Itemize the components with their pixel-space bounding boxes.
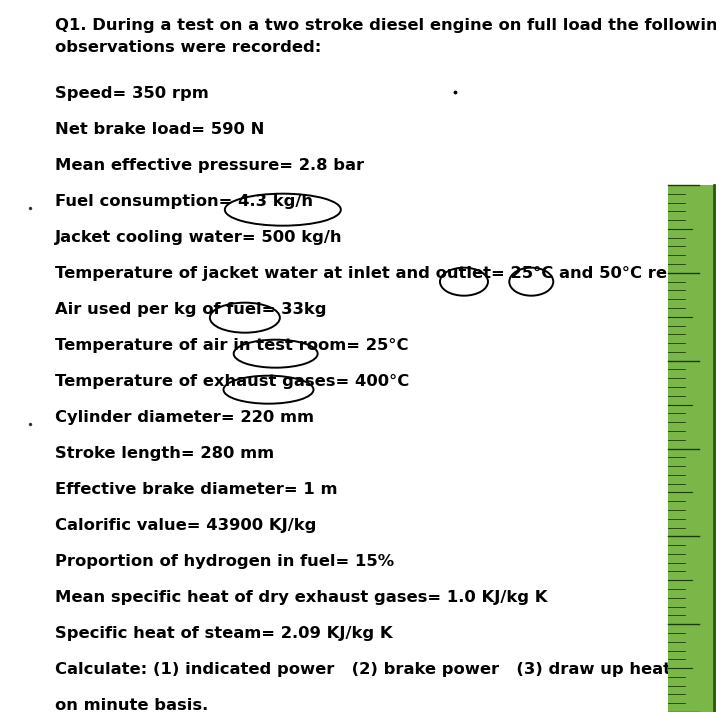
Text: Cylinder diameter= 220 mm: Cylinder diameter= 220 mm <box>55 410 314 425</box>
Text: on minute basis.: on minute basis. <box>55 698 208 712</box>
Text: Calorific value= 43900 KJ/kg: Calorific value= 43900 KJ/kg <box>55 518 316 533</box>
Text: Temperature of exhaust gases= 400°C: Temperature of exhaust gases= 400°C <box>55 374 410 389</box>
Text: Speed= 350 rpm: Speed= 350 rpm <box>55 86 209 101</box>
Text: Q1. During a test on a two stroke diesel engine on full load the following: Q1. During a test on a two stroke diesel… <box>55 18 716 33</box>
Text: Temperature of air in test room= 25°C: Temperature of air in test room= 25°C <box>55 338 409 353</box>
Text: Calculate: (1) indicated power   (2) brake power   (3) draw up heat balance shee: Calculate: (1) indicated power (2) brake… <box>55 662 716 677</box>
Text: Temperature of jacket water at inlet and outlet= 25°C and 50°C respectively: Temperature of jacket water at inlet and… <box>55 266 716 281</box>
Text: Fuel consumption= 4.3 kg/h: Fuel consumption= 4.3 kg/h <box>55 194 313 209</box>
Text: Jacket cooling water= 500 kg/h: Jacket cooling water= 500 kg/h <box>55 230 342 245</box>
Text: Mean specific heat of dry exhaust gases= 1.0 KJ/kg K: Mean specific heat of dry exhaust gases=… <box>55 590 548 605</box>
Text: Specific heat of steam= 2.09 KJ/kg K: Specific heat of steam= 2.09 KJ/kg K <box>55 626 392 641</box>
Text: Effective brake diameter= 1 m: Effective brake diameter= 1 m <box>55 482 337 497</box>
Text: Net brake load= 590 N: Net brake load= 590 N <box>55 122 264 137</box>
Text: Air used per kg of fuel= 33kg: Air used per kg of fuel= 33kg <box>55 302 326 317</box>
Text: observations were recorded:: observations were recorded: <box>55 40 321 55</box>
Text: Mean effective pressure= 2.8 bar: Mean effective pressure= 2.8 bar <box>55 158 364 173</box>
Text: Stroke length= 280 mm: Stroke length= 280 mm <box>55 446 274 461</box>
Bar <box>668 185 716 712</box>
Text: Proportion of hydrogen in fuel= 15%: Proportion of hydrogen in fuel= 15% <box>55 554 394 569</box>
